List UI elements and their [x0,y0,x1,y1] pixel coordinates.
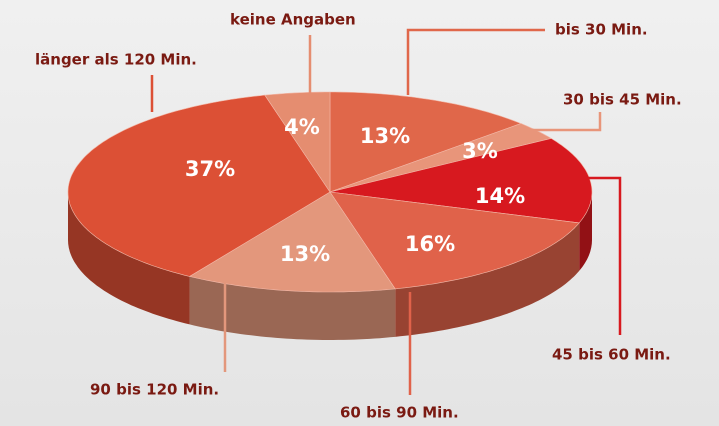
value-label: 4% [284,115,320,139]
slice [329,138,593,224]
slice-side [68,192,190,325]
category-label: 30 bis 45 Min. [563,91,682,109]
category-label: 90 bis 120 Min. [90,381,219,399]
value-label: 14% [475,184,525,208]
value-label: 16% [405,232,455,256]
value-label: 13% [360,124,410,148]
value-label: 3% [462,139,498,163]
category-label: bis 30 Min. [555,21,648,39]
category-label: 60 bis 90 Min. [340,404,459,422]
value-label: 37% [185,157,235,181]
leader-line [585,176,622,335]
category-label: keine Angaben [230,11,356,29]
value-label: 13% [280,242,330,266]
leader-line [520,112,602,132]
slice [188,191,396,293]
category-label: länger als 120 Min. [35,51,197,69]
slice [329,191,580,290]
leader-line [406,28,545,95]
slice-side [395,222,580,337]
slice [329,91,522,193]
category-label: 45 bis 60 Min. [552,346,671,364]
slice-side [189,276,396,340]
slice-side [579,192,592,271]
slice [67,94,331,277]
slice [264,91,331,193]
